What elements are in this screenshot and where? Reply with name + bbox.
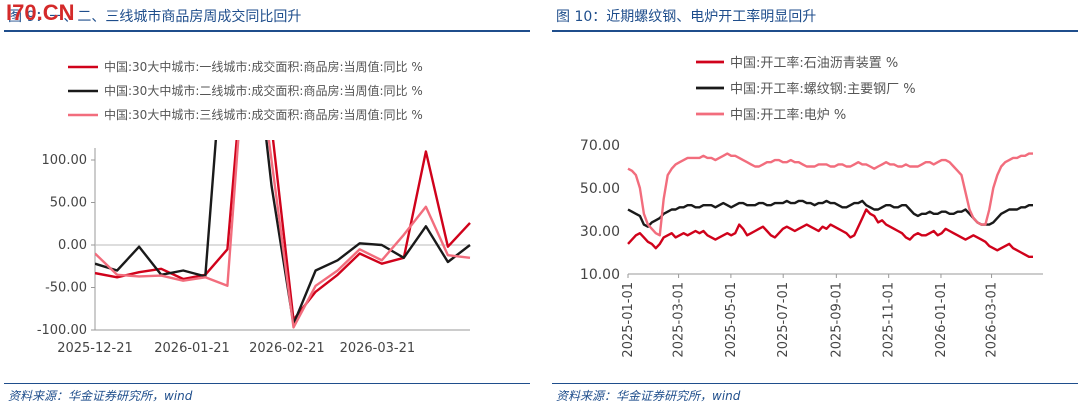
- right-series-line-1: [627, 208, 1033, 258]
- right-line-chart: 中国:开工率:石油沥青装置 % 中国:开工率:螺纹钢:主要钢厂 % 中国:开工率:电…: [580, 55, 1043, 358]
- right-source-note: 资料来源：华金证券研究所，wind: [556, 389, 741, 403]
- right-x-tick-label: 2025-03-01: [672, 282, 687, 358]
- left-y-tick-label: -50.00: [45, 281, 87, 296]
- left-chart-panel: 图 9：一、二、三线城市商品房周成交同比回升 I70.CN 中国:30大中城市:…: [0, 0, 530, 411]
- left-x-tick-label: 2026-02-21: [249, 341, 325, 356]
- left-series-line-3: [95, 140, 471, 329]
- right-x-tick-label: 2026-03-01: [985, 282, 1000, 358]
- left-y-tick-label: 100.00: [42, 153, 88, 168]
- left-chart-title: 图 9：一、二、三线城市商品房周成交同比回升: [8, 9, 302, 25]
- right-legend-label-3: 中国:开工率:电炉 %: [730, 107, 846, 123]
- left-y-tick-label: 50.00: [50, 196, 87, 211]
- left-series-line-2: [95, 140, 471, 326]
- right-series-line-2: [627, 199, 1033, 228]
- right-legend-label-1: 中国:开工率:石油沥青装置 %: [730, 55, 898, 71]
- left-source-note: 资料来源：华金证券研究所，wind: [8, 389, 193, 403]
- left-legend-label-2: 中国:30大中城市:二线城市:成交面积:商品房:当周值:同比 %: [104, 83, 423, 98]
- left-legend-label-3: 中国:30大中城市:三线城市:成交面积:商品房:当周值:同比 %: [104, 107, 423, 122]
- right-x-tick-label: 2025-01-01: [621, 282, 636, 358]
- left-series-line-1: [95, 140, 471, 321]
- left-y-tick-label: -100.00: [37, 323, 87, 338]
- right-x-tick-label: 2026-01-01: [934, 282, 949, 358]
- left-title-rule: [4, 30, 530, 32]
- left-legend-label-1: 中国:30大中城市:一线城市:成交面积:商品房:当周值:同比 %: [104, 59, 423, 74]
- left-x-tick-label: 2026-03-21: [340, 341, 416, 356]
- right-chart-panel: 图 10：近期螺纹钢、电炉开工率明显回升 中国:开工率:石油沥青装置 % 中国:开…: [548, 0, 1078, 411]
- right-series-line-3: [627, 152, 1033, 237]
- right-bottom-rule: [552, 383, 1078, 384]
- right-y-tick-label: 70.00: [580, 138, 620, 154]
- right-x-tick-label: 2025-09-01: [829, 282, 844, 358]
- right-y-tick-label: 30.00: [580, 224, 620, 240]
- right-x-tick-label: 2025-11-01: [882, 282, 897, 358]
- right-title-rule: [552, 30, 1078, 32]
- left-bottom-rule: [4, 383, 530, 384]
- right-y-tick-label: 10.00: [580, 267, 620, 283]
- right-x-tick-label: 2025-07-01: [776, 282, 791, 358]
- left-x-tick-label: 2025-12-21: [57, 341, 133, 356]
- watermark-logo: I70.CN: [6, 0, 75, 25]
- right-legend-label-2: 中国:开工率:螺纹钢:主要钢厂 %: [730, 81, 916, 97]
- right-y-tick-label: 50.00: [580, 181, 620, 197]
- left-y-tick-label: 0.00: [58, 238, 87, 253]
- left-x-tick-label: 2026-01-21: [154, 341, 230, 356]
- right-chart-title: 图 10：近期螺纹钢、电炉开工率明显回升: [556, 9, 817, 25]
- right-x-tick-label: 2025-05-01: [724, 282, 739, 358]
- left-line-chart: 中国:30大中城市:一线城市:成交面积:商品房:当周值:同比 % 中国:30大中城…: [37, 59, 471, 356]
